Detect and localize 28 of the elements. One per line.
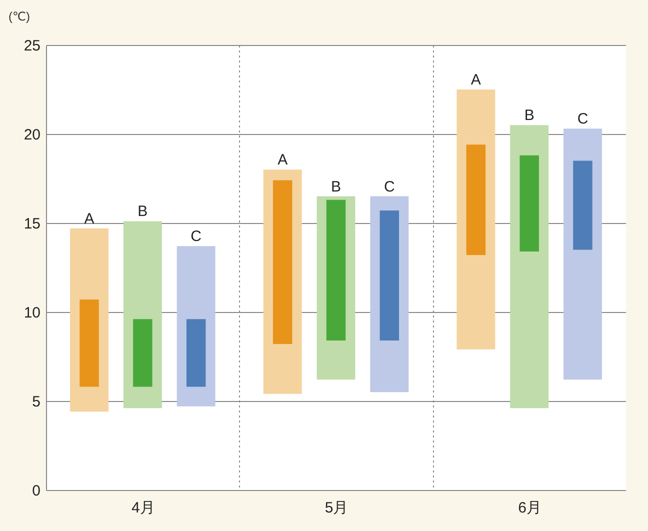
text: A [470, 72, 481, 88]
bar [272, 180, 292, 344]
y-tick-label: 25 [24, 38, 40, 54]
bar [573, 160, 592, 250]
text: B [524, 107, 534, 124]
series-label: A [84, 210, 94, 228]
text: A [278, 152, 288, 169]
bar [186, 319, 206, 387]
bar [133, 319, 152, 387]
series-label: B [138, 203, 148, 220]
y-axis-title: (℃) [8, 10, 30, 24]
y-tick-label: 20 [24, 126, 40, 144]
x-tick-label: 4月 [131, 500, 155, 516]
x-tick-label: 5月 [324, 500, 348, 516]
y-tick-label: 5 [32, 394, 40, 410]
series-label: C [190, 228, 202, 246]
bar [380, 210, 400, 340]
text: B [330, 178, 342, 196]
text: C [384, 178, 395, 196]
text: C [577, 110, 588, 128]
x-tick-label: 6月 [518, 500, 542, 516]
bar [326, 200, 346, 340]
y-tick-label: 10 [24, 304, 40, 322]
bar [466, 144, 486, 256]
y-tick-label: 15 [24, 216, 40, 232]
bar [520, 155, 539, 252]
y-tick-label: 0 [32, 482, 40, 500]
bar [80, 300, 99, 387]
